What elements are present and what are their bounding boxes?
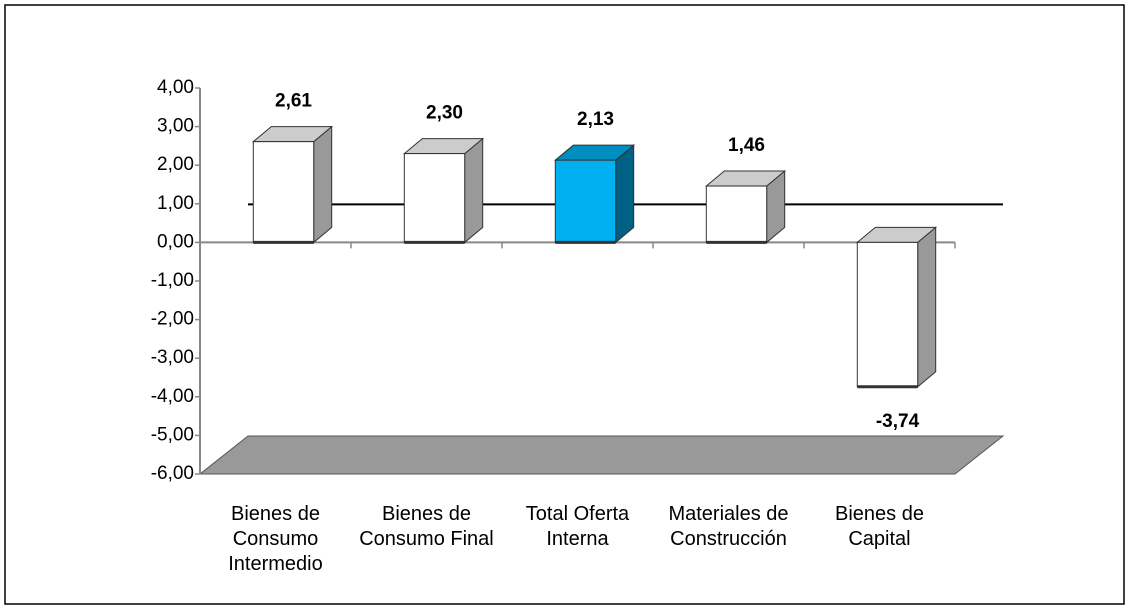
y-tick-label: -5,00 [151,424,194,445]
value-label: 1,46 [728,135,765,156]
y-tick-label: 1,00 [157,193,194,214]
y-tick-label: -3,00 [151,347,194,368]
bar [252,141,315,243]
x-tick-label: Bienes de Capital [835,503,924,550]
bar-side [615,144,635,244]
y-tick-label: 4,00 [157,77,194,98]
x-tick-label: Bienes de Consumo Intermedio [228,503,323,575]
bar-side [313,125,333,244]
bar-side [464,137,484,244]
bar [705,185,768,243]
y-tick-label: -2,00 [151,309,194,330]
y-tick-label: -1,00 [151,270,194,291]
y-tick-label: -4,00 [151,386,194,407]
bar [554,159,617,243]
x-tick-label: Materiales de Construcción [668,503,789,550]
floor [198,435,1005,475]
x-tick-label: Bienes de Consumo Final [359,503,494,550]
value-label: 2,13 [577,109,614,130]
x-tick-label: Total Oferta Interna [525,503,630,550]
value-label: 2,30 [426,103,463,124]
value-label: 2,61 [275,91,312,112]
y-tick-label: -6,00 [151,463,194,484]
bar-side [917,226,937,388]
y-tick-label: 0,00 [157,231,194,252]
y-tick-label: 2,00 [157,154,194,175]
value-label: -3,74 [876,411,920,432]
bar [856,241,919,388]
bar [403,153,466,243]
chart-border [4,4,1125,605]
y-tick-label: 3,00 [157,116,194,137]
